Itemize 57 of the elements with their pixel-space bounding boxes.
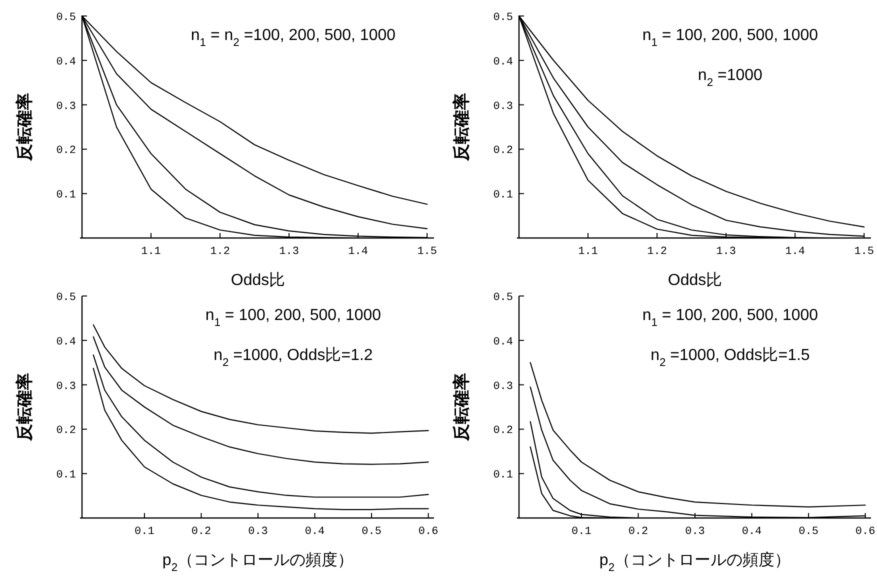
y-tick-label: 0.5	[493, 12, 513, 24]
x-tick-label: 0.3	[685, 526, 705, 538]
x-tick-label: 1.3	[716, 246, 736, 258]
x-tick-label: 0.2	[628, 526, 648, 538]
y-tick-label: 0.3	[493, 380, 513, 393]
y-tick-label: 0.4	[493, 56, 514, 68]
x-tick-label: 0.1	[134, 526, 155, 538]
y-tick-label: 0.5	[493, 292, 513, 304]
x-tick-label: 0.5	[362, 526, 382, 538]
y-tick-label: 0.5	[56, 12, 76, 24]
x-tick-label: 0.6	[855, 526, 876, 538]
x-tick-label: 1.3	[279, 246, 299, 258]
y-tick-label: 0.1	[493, 470, 514, 482]
annotation: n$_{2}$ =1000, Odds比=1.2	[214, 346, 373, 369]
annotation: n$_{1}$ = n$_{2}$ =100, 200, 500, 1000	[190, 27, 396, 49]
x-tick-label: 1.2	[210, 246, 230, 258]
x-tick-label: 0.4	[742, 526, 762, 538]
x-tick-label: 1.1	[141, 246, 162, 258]
y-tick-label: 0.2	[56, 425, 76, 438]
y-axis-title: 反転確率	[452, 93, 471, 162]
x-axis-title: Odds比	[230, 271, 286, 289]
y-tick-label: 0.1	[56, 190, 76, 202]
y-tick-label: 0.4	[56, 336, 76, 348]
x-tick-label: 1.1	[578, 246, 598, 258]
y-tick-label: 0.3	[56, 100, 76, 113]
x-tick-label: 1.2	[647, 246, 667, 258]
y-tick-label: 0.1	[493, 190, 514, 202]
y-tick-label: 0.3	[493, 100, 513, 113]
x-tick-label: 1.4	[348, 246, 368, 258]
y-axis-title: 反転確率	[15, 373, 34, 442]
y-tick-label: 0.5	[56, 292, 76, 304]
y-axis-title: 反転確率	[15, 93, 34, 162]
annotation: n$_{1}$ = 100, 200, 500, 1000	[642, 307, 818, 329]
y-tick-label: 0.2	[493, 425, 513, 438]
x-tick-label: 1.5	[854, 246, 874, 258]
x-tick-label: 1.4	[785, 246, 806, 258]
x-tick-label: 0.1	[572, 526, 592, 538]
x-axis-title: Odds比	[668, 271, 722, 289]
y-tick-label: 0.3	[56, 380, 76, 393]
x-tick-label: 0.2	[191, 526, 212, 538]
y-axis-title: 反転確率	[452, 373, 471, 442]
y-tick-label: 0.4	[56, 56, 76, 68]
y-tick-label: 0.4	[493, 336, 514, 348]
x-axis-title: p$_{2}$（コントロールの頻度）	[599, 551, 791, 574]
x-tick-label: 0.6	[418, 526, 438, 538]
x-tick-label: 0.4	[304, 526, 326, 538]
annotation: n$_{2}$ =1000, Odds比=1.5	[650, 346, 810, 369]
annotation: n$_{2}$ =1000	[698, 67, 763, 89]
y-tick-label: 0.2	[56, 145, 76, 158]
x-tick-label: 0.5	[798, 526, 818, 538]
x-axis-title: p$_{2}$（コントロールの頻度）	[162, 551, 354, 574]
annotation: n$_{1}$ = 100, 200, 500, 1000	[205, 307, 382, 329]
x-tick-label: 1.5	[417, 246, 438, 258]
x-tick-label: 0.3	[248, 526, 268, 538]
annotation: n$_{1}$ = 100, 200, 500, 1000	[642, 27, 818, 49]
y-tick-label: 0.2	[493, 145, 513, 158]
y-tick-label: 0.1	[56, 470, 76, 482]
